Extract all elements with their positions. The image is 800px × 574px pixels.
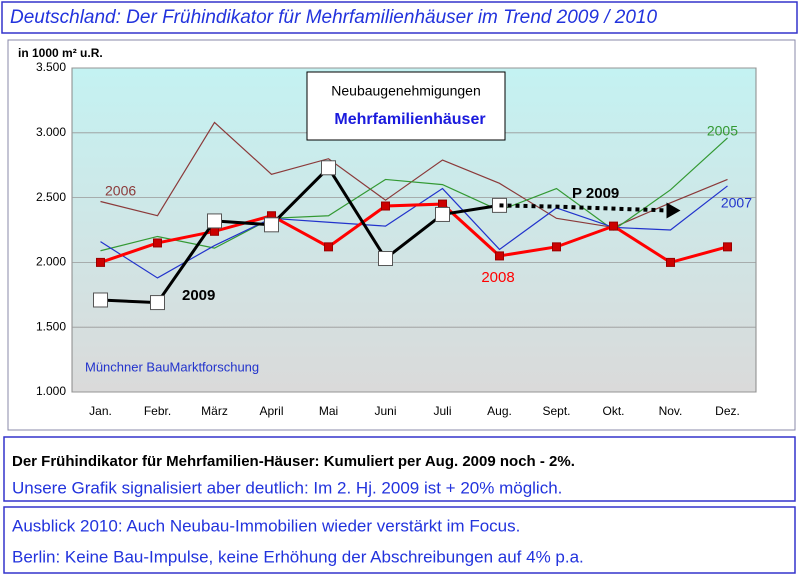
series-line — [100, 165, 500, 305]
x-tick-label: Sept. — [542, 404, 570, 418]
annotation: Münchner BauMarktforschung — [85, 359, 259, 374]
data-point — [153, 238, 162, 248]
data-point — [96, 257, 105, 267]
x-tick-label: Dez. — [715, 404, 740, 418]
x-tick-label: Juni — [374, 404, 396, 418]
data-point — [723, 242, 732, 252]
data-point — [210, 226, 219, 236]
legend-line: Mehrfamilienhäuser — [334, 111, 485, 128]
y-tick-label: 2.500 — [36, 190, 66, 204]
data-point — [207, 213, 222, 229]
text-box — [3, 506, 796, 574]
data-point — [378, 251, 393, 267]
y-tick-label: 3.000 — [36, 125, 66, 139]
data-point — [609, 221, 618, 231]
y-axis-label: in 1000 m² u.R. — [18, 46, 103, 60]
x-tick-label: Febr. — [144, 404, 171, 418]
data-point — [264, 217, 279, 233]
legend-box — [306, 71, 506, 141]
x-tick-label: Aug. — [487, 404, 512, 418]
data-point — [150, 295, 165, 311]
text-line: Unsere Grafik signalisiert aber deutlich… — [12, 478, 562, 497]
text-line: Berlin: Keine Bau-Impulse, keine Erhöhun… — [12, 547, 584, 566]
data-point — [666, 257, 675, 267]
text-box — [3, 436, 796, 502]
series-label: 2007 — [721, 195, 752, 211]
y-tick-label: 1.500 — [36, 319, 66, 333]
series-label: P 2009 — [572, 185, 619, 202]
data-point — [438, 199, 447, 209]
arrow-head — [666, 202, 681, 219]
series-label: 2005 — [707, 123, 738, 139]
series-label: 2008 — [481, 269, 514, 286]
text-line: Ausblick 2010: Auch Neubau-Immobilien wi… — [12, 516, 520, 535]
series-label: 2009 — [182, 287, 215, 304]
legend-line: Neubaugenehmigungen — [331, 83, 480, 99]
data-point — [552, 242, 561, 252]
data-point — [324, 242, 333, 252]
y-tick-label: 1.000 — [36, 384, 66, 398]
text-line: Der Frühindikator für Mehrfamilien-Häuse… — [12, 453, 575, 470]
x-tick-label: Nov. — [659, 404, 683, 418]
title-box — [1, 1, 798, 34]
data-point — [495, 251, 504, 261]
x-tick-label: März — [201, 404, 228, 418]
data-point — [321, 160, 336, 176]
x-tick-label: Jan. — [89, 404, 112, 418]
x-tick-label: Juli — [433, 404, 451, 418]
x-tick-label: Okt. — [602, 404, 624, 418]
y-tick-label: 2.000 — [36, 255, 66, 269]
series-label: 2006 — [105, 183, 136, 199]
x-tick-label: April — [259, 404, 283, 418]
data-point — [381, 201, 390, 211]
series-line — [100, 137, 728, 252]
series-line — [100, 185, 728, 279]
data-point — [435, 206, 450, 222]
y-tick-label: 3.500 — [36, 60, 66, 74]
x-tick-label: Mai — [319, 404, 338, 418]
data-point — [93, 292, 108, 308]
chart-title: Deutschland: Der Frühindikator für Mehrf… — [10, 7, 657, 28]
